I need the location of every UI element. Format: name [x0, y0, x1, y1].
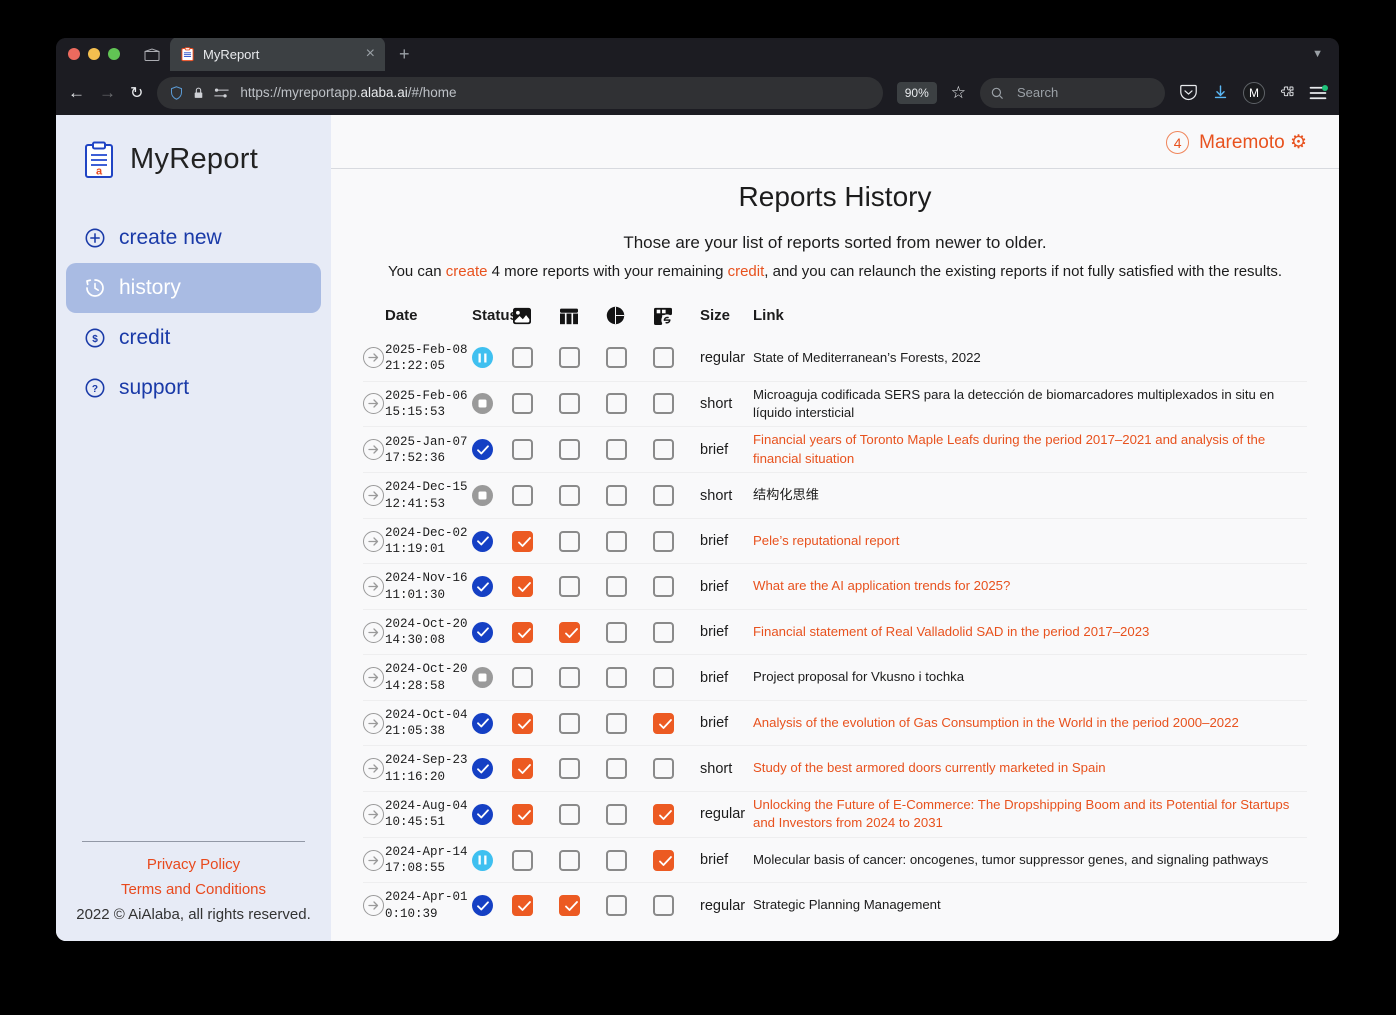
svg-text:a: a: [96, 166, 103, 178]
svg-text:$: $: [92, 334, 98, 345]
svg-text:?: ?: [92, 384, 98, 395]
